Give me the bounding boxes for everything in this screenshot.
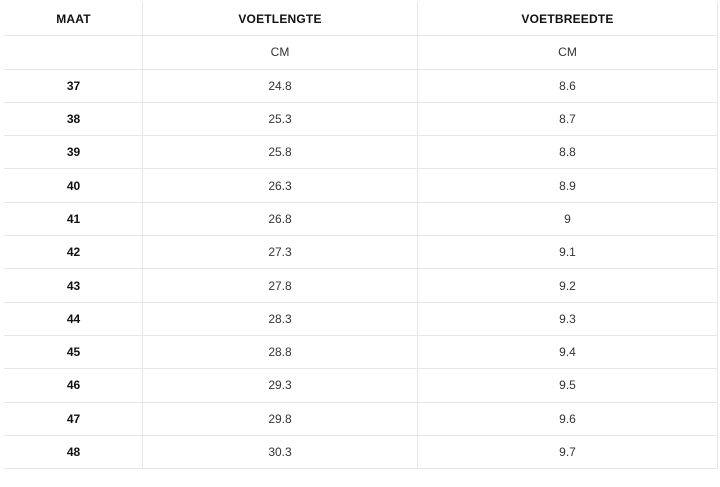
- header-foot-width: VOETBREEDTE: [417, 1, 718, 37]
- size-value: 41: [4, 202, 143, 237]
- foot-length-value: 26.3: [142, 168, 418, 203]
- foot-length-value: 27.8: [142, 268, 418, 303]
- foot-width-value: 9.1: [417, 235, 718, 270]
- foot-width-value: 9: [417, 202, 718, 237]
- table-body: 37 24.8 8.6 38 25.3 8.7 39 25.8 8.8 40 26.3 8.9 41 26…: [4, 69, 718, 470]
- unit-row: CM CM: [4, 35, 718, 70]
- unit-foot-width: CM: [417, 35, 718, 70]
- foot-length-value: 24.8: [142, 69, 418, 103]
- table-row: 48 30.3 9.7: [4, 435, 718, 470]
- size-value: 43: [4, 268, 143, 303]
- table-row: 40 26.3 8.9: [4, 168, 718, 203]
- table-row: 46 29.3 9.5: [4, 368, 718, 403]
- table-row: 42 27.3 9.1: [4, 235, 718, 270]
- table-row: 47 29.8 9.6: [4, 402, 718, 436]
- foot-length-value: 25.3: [142, 102, 418, 137]
- size-value: 48: [4, 435, 143, 470]
- foot-width-value: 9.6: [417, 402, 718, 436]
- size-value: 40: [4, 168, 143, 203]
- size-value: 38: [4, 102, 143, 137]
- table-row: 41 26.8 9: [4, 202, 718, 237]
- foot-length-value: 30.3: [142, 435, 418, 470]
- table-row: 45 28.8 9.4: [4, 335, 718, 370]
- size-value: 42: [4, 235, 143, 270]
- unit-foot-length: CM: [142, 35, 418, 70]
- foot-length-value: 28.3: [142, 302, 418, 336]
- table-row: 39 25.8 8.8: [4, 135, 718, 170]
- foot-width-value: 8.7: [417, 102, 718, 137]
- size-value: 45: [4, 335, 143, 370]
- foot-width-value: 9.7: [417, 435, 718, 470]
- foot-width-value: 8.8: [417, 135, 718, 170]
- header-row: MAAT VOETLENGTE VOETBREEDTE: [4, 1, 718, 37]
- size-value: 39: [4, 135, 143, 170]
- foot-length-value: 29.3: [142, 368, 418, 403]
- table-row: 43 27.8 9.2: [4, 268, 718, 303]
- foot-width-value: 9.5: [417, 368, 718, 403]
- foot-width-value: 9.4: [417, 335, 718, 370]
- table-row: 38 25.3 8.7: [4, 102, 718, 137]
- foot-length-value: 25.8: [142, 135, 418, 170]
- header-foot-length: VOETLENGTE: [142, 1, 418, 37]
- foot-width-value: 9.3: [417, 302, 718, 336]
- foot-width-value: 8.9: [417, 168, 718, 203]
- foot-length-value: 29.8: [142, 402, 418, 436]
- foot-length-value: 26.8: [142, 202, 418, 237]
- size-value: 46: [4, 368, 143, 403]
- foot-length-value: 27.3: [142, 235, 418, 270]
- foot-width-value: 8.6: [417, 69, 718, 103]
- foot-length-value: 28.8: [142, 335, 418, 370]
- size-value: 44: [4, 302, 143, 336]
- size-value: 47: [4, 402, 143, 436]
- size-value: 37: [4, 69, 143, 103]
- foot-width-value: 9.2: [417, 268, 718, 303]
- table-row: 44 28.3 9.3: [4, 302, 718, 336]
- table-row: 37 24.8 8.6: [4, 69, 718, 103]
- unit-size: [4, 35, 143, 70]
- size-chart-table: MAAT VOETLENGTE VOETBREEDTE CM CM 37 24.8…: [4, 1, 718, 470]
- header-size: MAAT: [4, 1, 143, 37]
